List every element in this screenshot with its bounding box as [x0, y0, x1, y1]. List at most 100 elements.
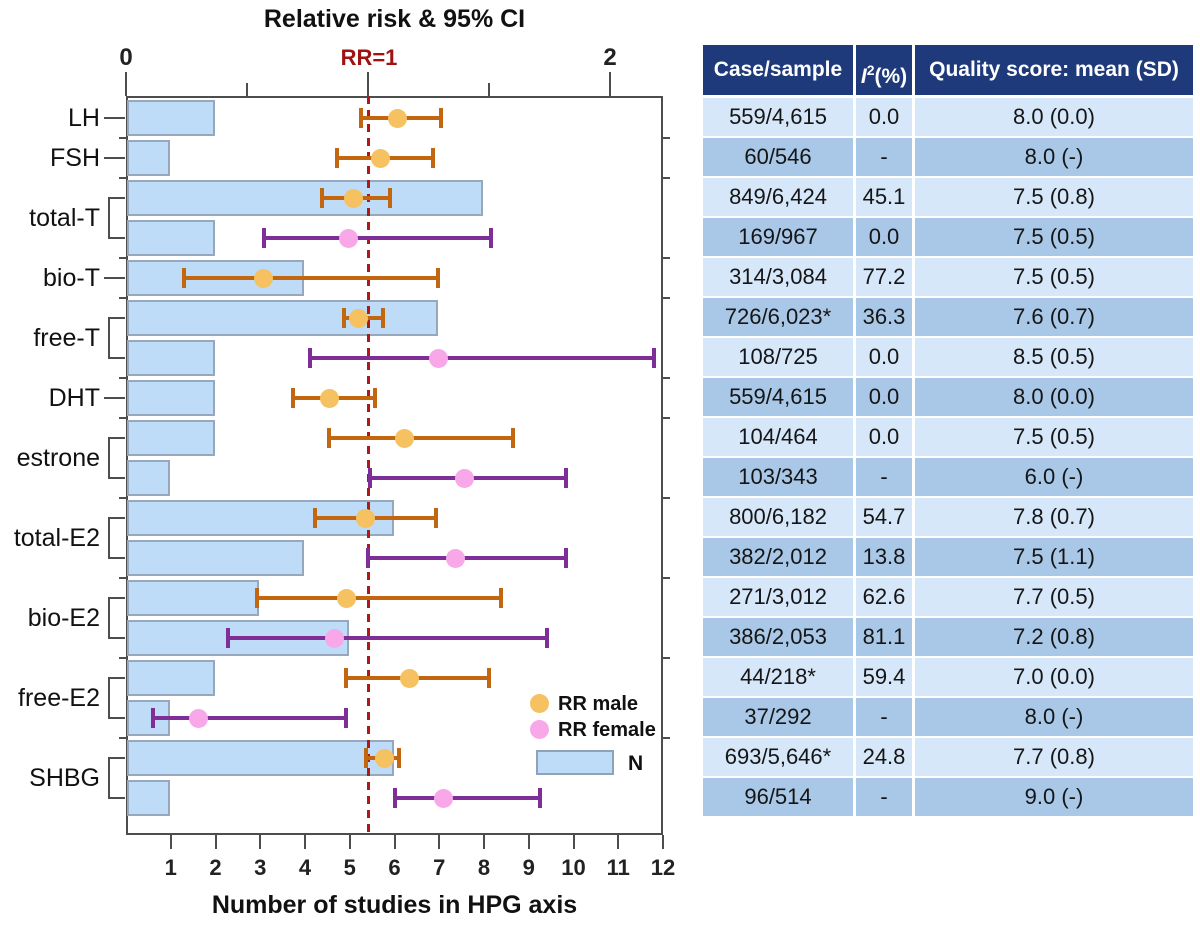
y-category-bracket-stub — [108, 517, 125, 519]
rr-point-male — [319, 388, 339, 408]
table-cell-r15-c2: 59.4 — [856, 658, 912, 696]
ci-cap-low — [320, 188, 325, 208]
y-category-bracket-stub — [108, 677, 125, 679]
y-category-bracket-stub — [108, 557, 125, 559]
rr-point-female — [445, 548, 465, 568]
y-category-dash — [104, 117, 125, 119]
y-category-label: estrone — [16, 444, 100, 472]
axis-boundary-stub-left — [119, 577, 126, 579]
table-cell-r7-c2: 0.0 — [856, 338, 912, 376]
bottom-axis-tick-label: 7 — [433, 855, 446, 880]
x-axis-title: Number of studies in HPG axis — [211, 891, 578, 919]
study-count-bar — [127, 500, 394, 536]
axis-boundary-stub-right — [663, 137, 670, 139]
table-cell-r5-c2: 77.2 — [856, 258, 912, 296]
table-cell-r8-c3: 8.0 (0.0) — [915, 378, 1193, 416]
table-header-quality: Quality score: mean (SD) — [915, 45, 1193, 95]
y-category-label: total-T — [29, 204, 100, 232]
ci-cap-high — [487, 668, 491, 688]
legend-female-dot-icon — [530, 720, 549, 739]
table-cell-r12-c3: 7.5 (1.1) — [915, 538, 1193, 576]
ci-line-female — [263, 236, 492, 240]
axis-boundary-stub-right — [663, 737, 670, 739]
ci-line-female — [368, 556, 567, 560]
ci-cap-high — [489, 228, 494, 248]
y-category-label: LH — [68, 104, 100, 132]
ci-cap-low — [225, 628, 230, 648]
y-category-dash — [104, 397, 125, 399]
table-cell-r16-c3: 8.0 (-) — [915, 698, 1193, 736]
bottom-axis-tick-label: 3 — [254, 855, 267, 880]
legend-female-label: RR female — [558, 719, 656, 741]
ci-cap-high — [564, 468, 569, 488]
rr-point-male — [387, 108, 407, 128]
top-axis-major-tick — [367, 72, 369, 96]
bottom-axis-tick-label: 1 — [164, 855, 177, 880]
table-cell-r12-c2: 13.8 — [856, 538, 912, 576]
table-cell-r6-c2: 36.3 — [856, 298, 912, 336]
ci-cap-low — [358, 108, 363, 128]
ci-cap-low — [182, 268, 187, 288]
y-category-bracket-stub — [108, 797, 125, 799]
table-cell-r1-c2: 0.0 — [856, 98, 912, 136]
bottom-axis-tick — [662, 835, 664, 849]
y-category-bracket-stub — [108, 477, 125, 479]
bottom-axis-tick — [483, 835, 485, 849]
table-header-i2: I2(%) — [856, 45, 912, 95]
y-category-bracket-stub — [108, 437, 125, 439]
ci-cap-low — [327, 428, 332, 448]
table-cell-r18-c2: - — [856, 778, 912, 816]
y-category-label: bio-E2 — [27, 604, 100, 632]
study-count-bar — [127, 220, 215, 256]
y-category-label: bio-T — [43, 264, 100, 292]
y-category-label: DHT — [48, 384, 100, 412]
study-count-bar — [127, 660, 215, 696]
table-cell-r17-c2: 24.8 — [856, 738, 912, 776]
study-count-bar — [127, 780, 170, 816]
ci-cap-high — [433, 508, 438, 528]
top-axis-major-tick — [609, 72, 611, 96]
table-cell-r5-c1: 314/3,084 — [703, 258, 853, 296]
table-cell-r18-c3: 9.0 (-) — [915, 778, 1193, 816]
y-category-bracket-stub — [108, 757, 125, 759]
table-cell-r7-c3: 8.5 (0.5) — [915, 338, 1193, 376]
table-cell-r4-c1: 169/967 — [703, 218, 853, 256]
y-category-label: FSH — [50, 144, 100, 172]
table-cell-r16-c1: 37/292 — [703, 698, 853, 736]
bottom-axis-tick-label: 6 — [388, 855, 401, 880]
table-cell-r7-c1: 108/725 — [703, 338, 853, 376]
study-count-bar — [127, 140, 170, 176]
ci-cap-low — [368, 468, 373, 488]
top-axis-minor-tick — [246, 83, 248, 96]
table-cell-r11-c1: 800/6,182 — [703, 498, 853, 536]
ci-cap-high — [431, 148, 436, 168]
table-cell-r12-c1: 382/2,012 — [703, 538, 853, 576]
table-cell-r10-c3: 6.0 (-) — [915, 458, 1193, 496]
top-axis-minor-tick — [488, 83, 490, 96]
table-cell-r3-c2: 45.1 — [856, 178, 912, 216]
bottom-axis-tick-label: 5 — [343, 855, 356, 880]
axis-boundary-stub-left — [119, 257, 126, 259]
legend-male-label: RR male — [558, 693, 639, 715]
study-count-bar — [127, 540, 304, 576]
study-count-bar — [127, 180, 483, 216]
table-cell-r2-c3: 8.0 (-) — [915, 138, 1193, 176]
bottom-axis-tick-label: 10 — [561, 855, 586, 880]
table-cell-r1-c1: 559/4,615 — [703, 98, 853, 136]
legend-male-dot-icon — [530, 694, 549, 713]
ci-cap-low — [341, 308, 346, 328]
table-cell-r13-c1: 271/3,012 — [703, 578, 853, 616]
ci-cap-high — [397, 748, 402, 768]
table-cell-r5-c3: 7.5 (0.5) — [915, 258, 1193, 296]
y-category-bracket-v — [108, 677, 110, 719]
bottom-axis-tick — [169, 835, 172, 849]
table-cell-r17-c3: 7.7 (0.8) — [915, 738, 1193, 776]
rr-point-male — [356, 508, 376, 528]
bottom-axis-tick-label: 2 — [209, 855, 222, 880]
axis-boundary-stub-right — [663, 497, 670, 499]
study-count-bar — [127, 580, 260, 616]
table-cell-r18-c1: 96/514 — [703, 778, 853, 816]
bottom-axis-tick — [527, 835, 530, 849]
rr1-reference-line — [366, 96, 370, 835]
